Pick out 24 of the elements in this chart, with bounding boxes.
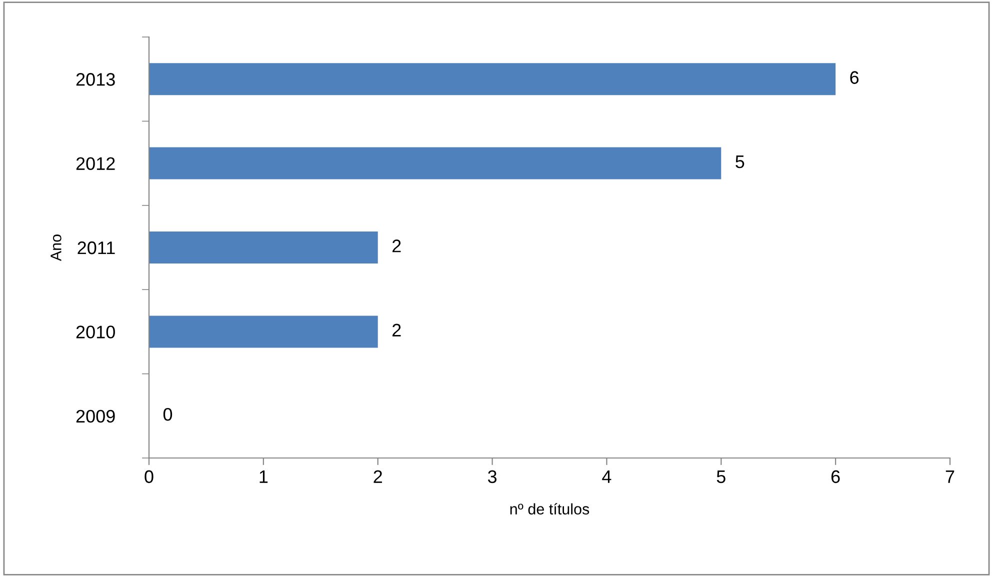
- bar: [149, 316, 378, 348]
- x-tick-label: 1: [260, 470, 268, 483]
- x-tick-label: 0: [144, 470, 154, 484]
- data-label: 6: [850, 71, 859, 84]
- x-tick-label: 6: [831, 470, 840, 484]
- x-tick-label: 2: [374, 470, 382, 483]
- bar: [149, 63, 836, 96]
- x-tick-label: 4: [602, 470, 612, 483]
- x-axis-title: nº de títulos: [510, 503, 590, 515]
- data-label: 2: [392, 324, 401, 336]
- data-label: 5: [736, 156, 744, 168]
- data-label: 2: [392, 240, 401, 252]
- y-tick-label: 2012: [76, 157, 115, 170]
- bar: [149, 147, 722, 180]
- data-label: 0: [163, 408, 172, 421]
- x-tick-label: 7: [946, 470, 954, 483]
- y-tick-label: 2011: [78, 241, 115, 254]
- y-tick-label: 2009: [76, 410, 115, 423]
- x-tick-label: 5: [716, 470, 726, 484]
- y-axis-title: Ano: [50, 234, 62, 262]
- bar: [149, 232, 378, 264]
- x-tick-label: 3: [488, 470, 497, 484]
- y-tick-label: 2010: [76, 326, 115, 338]
- y-tick-label: 2013: [76, 73, 115, 86]
